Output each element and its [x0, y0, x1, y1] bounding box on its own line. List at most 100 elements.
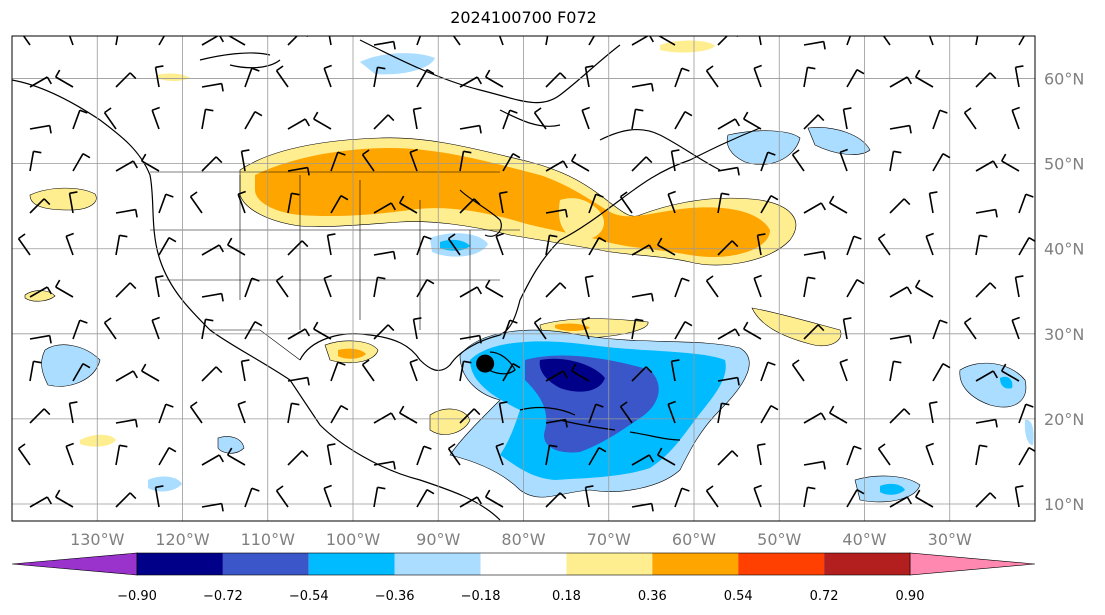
wind-barb	[758, 36, 762, 46]
wind-barb	[485, 76, 504, 88]
wind-barb	[326, 235, 332, 256]
wind-barb	[459, 408, 475, 424]
wind-barb	[631, 292, 652, 298]
wind-barb-flag	[323, 64, 332, 69]
wind-barb	[717, 328, 736, 340]
wind-barb-flag	[134, 209, 138, 218]
wind-barb-flag	[667, 190, 676, 195]
wind-barb-flag	[767, 151, 776, 156]
longitude-tick-label: 50°W	[757, 530, 801, 549]
colorbar-tick-label: 0.18	[552, 589, 581, 604]
wind-barb-flag	[645, 156, 653, 164]
wind-barb	[877, 448, 891, 466]
wind-barb	[889, 496, 908, 508]
wind-barb	[717, 403, 723, 424]
wind-barb-flag	[473, 408, 481, 416]
wind-barb	[889, 361, 895, 382]
wind-barb	[189, 196, 203, 214]
wind-barb	[1011, 109, 1020, 130]
wind-barb-flag	[681, 67, 690, 72]
wind-barb-flag	[104, 317, 112, 324]
latitude-tick-label: 10°N	[1044, 495, 1084, 514]
wind-barb-flag	[337, 151, 346, 156]
wind-barb-flag	[254, 110, 263, 117]
wind-barb-flag	[650, 293, 654, 302]
wind-barb	[846, 36, 852, 46]
wind-barb-flag	[306, 167, 310, 176]
colorbar-outline	[136, 552, 911, 576]
wind-barb-flag	[684, 110, 693, 117]
wind-barb	[545, 208, 566, 214]
wind-barb	[502, 153, 514, 172]
wind-barb-flag	[496, 23, 504, 26]
wind-barb	[485, 286, 504, 298]
wind-barb	[373, 487, 379, 508]
wind-barb-flag	[291, 192, 300, 196]
wind-barb-flag	[499, 401, 508, 405]
wind-barb-flag	[512, 152, 521, 159]
wind-barb	[373, 202, 392, 214]
wind-barb-flag	[46, 76, 53, 85]
wind-barb	[244, 111, 256, 130]
colorbar-tick-label: 0.54	[724, 589, 753, 604]
wind-barb	[68, 193, 74, 214]
wind-barb-flag	[449, 24, 456, 29]
wind-barb	[889, 408, 905, 424]
wind-barb-flag	[893, 150, 902, 154]
wind-barb	[29, 124, 50, 130]
wind-barb-flag	[770, 194, 779, 201]
wind-barb-flag	[140, 153, 147, 162]
wind-barb-flag	[742, 111, 749, 120]
latitude-tick-label: 20°N	[1044, 410, 1084, 429]
wind-barb	[846, 445, 855, 466]
wind-barb-flag	[1015, 65, 1024, 69]
wind-barb-flag	[635, 108, 644, 112]
wind-barb-flag	[104, 107, 112, 114]
wind-barb-flag	[426, 488, 435, 495]
wind-barb-flag	[220, 83, 224, 92]
wind-barb-flag	[119, 444, 128, 448]
wind-barb-flag	[856, 68, 865, 75]
wind-barb	[201, 36, 220, 46]
wind-barb	[151, 319, 160, 340]
wind-barb-flag	[925, 232, 934, 237]
wind-barb	[963, 112, 977, 130]
wind-barb-flag	[939, 319, 948, 324]
wind-barb	[244, 321, 256, 340]
wind-barb	[705, 70, 719, 88]
wind-barb	[201, 502, 222, 508]
wind-barb-flag	[964, 107, 972, 114]
wind-barb	[29, 361, 35, 382]
wind-barb-flag	[304, 118, 311, 127]
colorbar-tick-label: 0.90	[896, 589, 925, 604]
wind-barb	[674, 67, 683, 88]
wind-barb	[928, 193, 934, 214]
wind-barb	[1001, 370, 1020, 382]
longitude-tick-label: 90°W	[416, 530, 460, 549]
wind-barb	[631, 156, 647, 172]
wind-barb-flag	[226, 237, 233, 246]
wind-barb	[287, 403, 293, 424]
latitude-tick-label: 40°N	[1044, 240, 1084, 259]
wind-barb-flag	[226, 447, 233, 456]
wind-barb	[244, 67, 253, 88]
wind-barb-flag	[828, 405, 835, 414]
wind-barb	[115, 370, 134, 382]
colorbar-segment	[308, 553, 395, 575]
wind-barb-flag	[46, 286, 53, 295]
wind-barb	[791, 364, 805, 382]
wind-barb-flag	[340, 194, 349, 201]
wind-barb-flag	[989, 72, 997, 80]
wind-barb-flag	[426, 278, 435, 285]
wind-barb-flag	[878, 233, 886, 240]
longitude-tick-label: 40°W	[842, 530, 886, 549]
wind-barb	[154, 277, 160, 298]
wind-barb-flag	[721, 192, 730, 196]
wind-barb-flag	[168, 236, 177, 243]
wind-barb	[227, 36, 246, 46]
colorbar-tick-label: 0.36	[638, 589, 667, 604]
wind-barb-flag	[731, 450, 739, 458]
wind-barb	[717, 118, 736, 130]
wind-barb-flag	[79, 319, 88, 324]
wind-barb	[416, 489, 428, 508]
